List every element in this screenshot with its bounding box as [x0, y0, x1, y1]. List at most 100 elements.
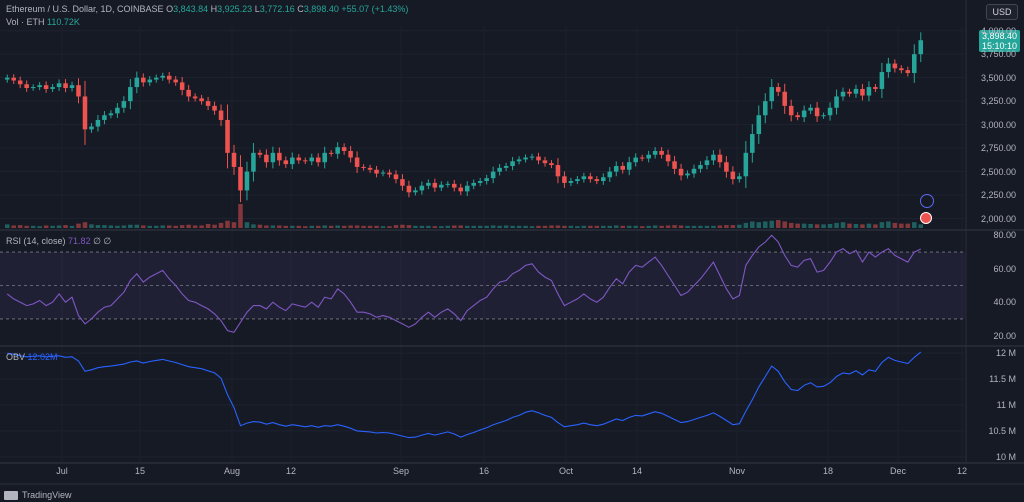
- currency-button[interactable]: USD: [986, 4, 1018, 20]
- last-price-value: 3,898.40: [981, 31, 1017, 41]
- candle-body: [328, 152, 334, 154]
- low-value: 3,772.16: [259, 4, 295, 14]
- volume-bar: [652, 225, 658, 228]
- candle-body: [704, 160, 710, 166]
- candle-body: [309, 157, 315, 162]
- candle-body: [477, 181, 483, 183]
- volume-legend: Vol · ETH 110.72K: [6, 17, 80, 27]
- candle-body: [426, 182, 431, 186]
- candle-body: [659, 150, 664, 155]
- volume-bar: [348, 225, 353, 228]
- volume-bar: [452, 225, 457, 228]
- volume-bar: [594, 225, 600, 228]
- volume-bar: [380, 226, 386, 228]
- rsi-extra: ∅ ∅: [93, 236, 112, 246]
- volume-bar: [827, 224, 833, 228]
- candle-body: [257, 152, 263, 155]
- candle-body: [37, 85, 42, 88]
- candle-body: [510, 161, 515, 166]
- volume-bar: [484, 225, 489, 228]
- volume-bar: [128, 224, 133, 228]
- volume-bar: [834, 222, 839, 228]
- volume-bar: [50, 225, 55, 228]
- volume-bar: [536, 225, 541, 228]
- volume-bar: [542, 225, 548, 228]
- candle-body: [853, 88, 859, 94]
- volume-bar: [775, 220, 781, 228]
- candle-body: [367, 167, 373, 170]
- candle-body: [69, 85, 75, 89]
- volume-bar: [691, 225, 697, 228]
- candle-body: [290, 157, 295, 165]
- candle-body: [698, 165, 703, 169]
- volume-bar: [37, 226, 42, 228]
- volume-bar: [562, 225, 567, 228]
- volume-bar: [659, 225, 664, 228]
- volume-bar: [341, 225, 347, 228]
- volume-bar: [555, 225, 561, 228]
- volume-bar: [737, 224, 742, 228]
- volume-bar: [678, 225, 684, 228]
- candle-body: [808, 107, 813, 111]
- volume-bar: [367, 225, 373, 228]
- plus-icon[interactable]: [920, 194, 934, 208]
- volume-bar: [115, 225, 120, 228]
- candle-body: [711, 154, 716, 161]
- volume-bar: [698, 225, 703, 228]
- price-y-tick: 3,500.00: [980, 72, 1016, 83]
- candle-body: [186, 89, 191, 97]
- price-y-tick: 2,500.00: [980, 166, 1016, 177]
- candle-body: [724, 162, 729, 172]
- volume-bar: [892, 222, 898, 228]
- volume-bar: [477, 225, 483, 228]
- candle-body: [225, 119, 230, 153]
- volume-bar: [218, 222, 224, 228]
- volume-bar: [756, 222, 762, 228]
- volume-bar: [788, 222, 794, 228]
- candle-body: [296, 157, 302, 161]
- candle-body: [905, 70, 911, 73]
- volume-bar: [464, 225, 470, 228]
- tradingview-branding: TradingView: [4, 490, 72, 500]
- volume-bar: [763, 221, 768, 228]
- obv-legend: OBV 12.02M: [6, 352, 58, 362]
- candle-body: [63, 83, 68, 89]
- volume-bar: [296, 225, 302, 228]
- volume-bar: [212, 224, 217, 228]
- candle-body: [626, 162, 632, 170]
- close-value: 3,898.40: [303, 4, 339, 14]
- candle-body: [756, 115, 762, 135]
- volume-bar: [141, 225, 146, 228]
- candle-body: [763, 101, 768, 116]
- volume-bar: [782, 221, 787, 228]
- obv-label: OBV: [6, 352, 26, 362]
- volume-bar: [905, 223, 911, 228]
- price-y-tick: 4,000.00: [980, 25, 1016, 36]
- candle-body: [419, 185, 425, 191]
- candle-body: [497, 167, 502, 172]
- volume-bar: [121, 225, 127, 228]
- candle-body: [361, 166, 366, 168]
- volume-bars: [4, 204, 924, 228]
- x-tick: Aug: [223, 466, 241, 476]
- volume-bar: [134, 224, 140, 228]
- symbol-title: Ethereum / U.S. Dollar, 1D, COINBASE: [6, 4, 164, 14]
- candle-body: [620, 165, 625, 170]
- volume-bar: [328, 225, 334, 228]
- tradingview-logo-icon: [4, 490, 18, 500]
- candle-body: [814, 107, 820, 117]
- candle-body: [251, 152, 256, 172]
- volume-bar: [283, 225, 289, 228]
- volume-bar: [335, 225, 340, 228]
- candle-body: [549, 163, 554, 166]
- x-tick: Dec: [889, 466, 907, 476]
- candle-body: [750, 134, 755, 153]
- rsi-y-tick: 20.00: [993, 330, 1016, 341]
- candle-body: [24, 84, 29, 89]
- pane-separators: [0, 0, 1024, 485]
- volume-bar: [769, 220, 775, 228]
- candle-body: [458, 187, 464, 192]
- volume-bar: [179, 225, 185, 228]
- volume-label: Vol · ETH: [6, 17, 45, 27]
